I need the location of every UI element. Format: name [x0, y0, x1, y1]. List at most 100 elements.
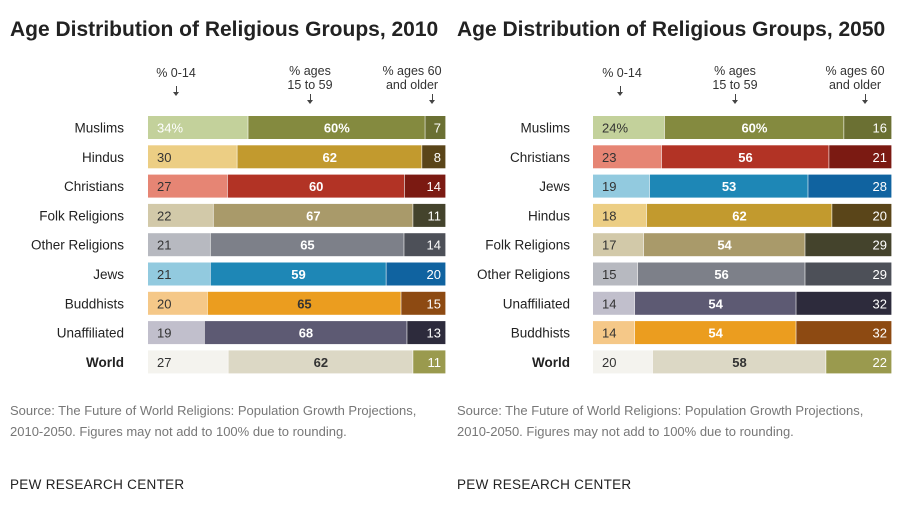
data-label: 15	[602, 267, 616, 282]
data-label: 56	[738, 150, 752, 165]
bar-segment	[248, 116, 425, 139]
row-label: Hindus	[82, 150, 124, 165]
bar-segment	[210, 233, 404, 257]
bar-segment	[593, 291, 635, 315]
down-arrow-icon	[731, 94, 738, 104]
column-header-text: and older	[385, 78, 439, 92]
data-label: 23	[602, 150, 616, 165]
bar-segment	[805, 262, 892, 286]
chart-title: Age Distribution of Religious Groups, 20…	[457, 18, 886, 41]
row-label: Christians	[510, 150, 570, 165]
data-label: 54	[708, 296, 723, 311]
data-label: 19	[157, 326, 171, 341]
data-label: 8	[434, 150, 441, 165]
data-label: 62	[314, 355, 328, 370]
data-label: 18	[602, 208, 616, 223]
bar-segment	[593, 203, 647, 227]
chart-panel-2010: Age Distribution of Religious Groups, 20…	[0, 0, 450, 511]
source-note: Source: The Future of World Religions: P…	[10, 403, 417, 439]
data-label: 65	[300, 238, 314, 253]
bar-segment	[805, 233, 892, 257]
bar-segment	[643, 233, 805, 257]
bar-segment	[593, 174, 650, 198]
data-label: 68	[299, 326, 313, 341]
column-header-text: % 0-14	[602, 66, 642, 80]
column-header-ages-15-59: % ages 15 to 59	[270, 64, 350, 104]
brand-label: PEW RESEARCH CENTER	[457, 477, 632, 492]
data-label: 27	[157, 179, 171, 194]
data-label: 17	[602, 238, 616, 253]
data-label: 21	[157, 238, 171, 253]
bar-segment	[148, 350, 228, 374]
data-label: 19	[602, 179, 616, 194]
bar-segment	[808, 174, 892, 198]
bar-segment	[664, 116, 844, 139]
data-label: 14	[427, 238, 441, 253]
bar-segment	[649, 174, 808, 198]
data-label: 54	[708, 326, 723, 341]
row-label: Jews	[539, 179, 570, 194]
data-label: 24%	[602, 121, 628, 136]
bar-segment	[844, 116, 892, 139]
down-arrow-icon	[428, 94, 435, 104]
column-header-text: % ages 60	[382, 64, 442, 78]
bar-segment	[148, 116, 248, 139]
row-label: Buddhists	[511, 326, 571, 341]
row-label: World	[532, 355, 570, 370]
data-label: 67	[306, 208, 320, 223]
column-header-text: 15 to 59	[287, 78, 333, 92]
column-header-text: % 0-14	[156, 66, 196, 80]
bar-segment	[634, 291, 796, 315]
column-header-text: and older	[828, 78, 882, 92]
data-label: 21	[157, 267, 171, 282]
bar-segment	[207, 291, 401, 315]
data-label: 28	[873, 179, 887, 194]
data-label: 29	[873, 267, 887, 282]
data-label: 27	[157, 355, 171, 370]
data-label: 7	[434, 121, 441, 136]
bar-segment	[204, 321, 407, 345]
bar-segment	[386, 262, 446, 286]
source-note: Source: The Future of World Religions: P…	[457, 403, 864, 439]
data-label: 60	[309, 179, 323, 194]
bar-segment	[593, 321, 635, 345]
data-label: 11	[428, 355, 442, 370]
data-label: 20	[427, 267, 441, 282]
row-label: Christians	[64, 179, 124, 194]
bar-segment	[228, 350, 413, 374]
data-label: 21	[873, 150, 887, 165]
bar-segment	[404, 174, 446, 198]
bar-segment	[213, 203, 413, 227]
column-header-ages-60-plus: % ages 60 and older	[815, 64, 895, 104]
bar-segment	[661, 145, 829, 169]
column-header-text: % ages	[289, 64, 331, 78]
bar-segment	[401, 291, 446, 315]
data-label: 11	[428, 208, 442, 223]
data-label: 22	[873, 355, 887, 370]
bar-segment	[148, 291, 207, 315]
bar-segment	[237, 145, 422, 169]
bar-segment	[148, 321, 205, 345]
data-label: 58	[732, 355, 746, 370]
data-label: 34%	[157, 121, 183, 136]
data-label: 60%	[324, 121, 350, 136]
column-header-ages-60-plus: % ages 60 and older	[372, 64, 452, 104]
data-label: 14	[602, 296, 616, 311]
bar-segment	[407, 321, 446, 345]
chart-panel-2050: Age Distribution of Religious Groups, 20…	[457, 0, 907, 511]
column-header-ages-0-14: % 0-14	[146, 66, 206, 96]
data-label: 32	[873, 326, 887, 341]
data-label: 30	[157, 150, 171, 165]
data-label: 20	[157, 296, 171, 311]
data-label: 53	[722, 179, 736, 194]
bar-segment	[593, 116, 665, 139]
data-label: 20	[873, 208, 887, 223]
row-label: Jews	[93, 267, 124, 282]
column-header-text: % ages 60	[825, 64, 885, 78]
data-label: 14	[427, 179, 441, 194]
column-header-text: % ages	[714, 64, 756, 78]
bar-segment	[227, 174, 405, 198]
data-label: 22	[157, 208, 171, 223]
down-arrow-icon	[172, 86, 179, 96]
bar-segment	[422, 145, 446, 169]
